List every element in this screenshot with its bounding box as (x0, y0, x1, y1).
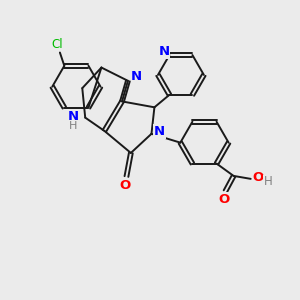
Text: H: H (263, 175, 272, 188)
Text: O: O (252, 171, 264, 184)
Text: H: H (69, 121, 77, 131)
Text: Cl: Cl (51, 38, 63, 51)
Text: O: O (119, 179, 130, 192)
Text: N: N (131, 70, 142, 83)
Text: N: N (159, 45, 170, 58)
Text: N: N (67, 110, 78, 123)
Text: O: O (218, 193, 230, 206)
Text: N: N (154, 125, 165, 138)
